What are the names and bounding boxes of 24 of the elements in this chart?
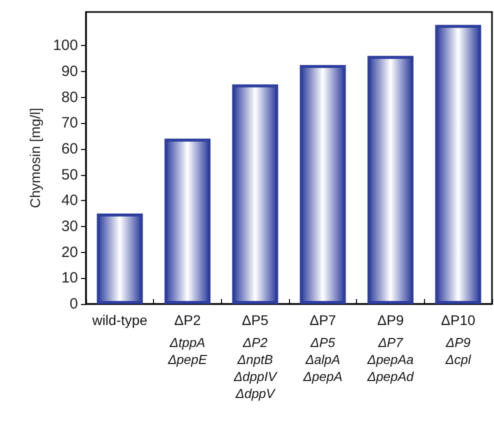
y-tick-label: 100 [52,37,78,54]
bar [232,84,278,304]
x-tick-label: ΔP10 ΔP9 Δcpl [441,312,476,367]
y-tick-label: 20 [61,244,78,261]
bar [96,214,143,304]
y-tick-label: 90 [61,62,78,80]
y-tick-label: 70 [61,114,78,132]
bar [300,64,346,304]
bar [435,24,482,304]
y-tick-label: 80 [61,88,78,106]
y-tick-label: 0 [70,296,78,312]
y-tick-label: 60 [61,140,78,158]
x-tick-label: ΔP5 ΔP2 ΔnptB ΔdppIV ΔdppV [232,312,278,401]
y-tick-label: 10 [61,270,78,287]
bar [164,138,211,304]
y-tick-label: 50 [61,166,78,184]
x-tick-label: ΔP7 ΔP5 ΔalpA ΔpepA [302,312,342,384]
y-tick-label: 30 [61,218,78,235]
x-tick-label: ΔP2 ΔtppA ΔpepE [166,312,208,367]
y-tick-label: 40 [61,192,78,210]
y-axis-title: Chymosin [mg/l] [27,108,43,208]
x-tick-label: ΔP9 ΔP7 ΔpepAa ΔpepAd [366,312,414,384]
bar [367,56,414,304]
x-tick-label: wild-type [91,312,148,328]
